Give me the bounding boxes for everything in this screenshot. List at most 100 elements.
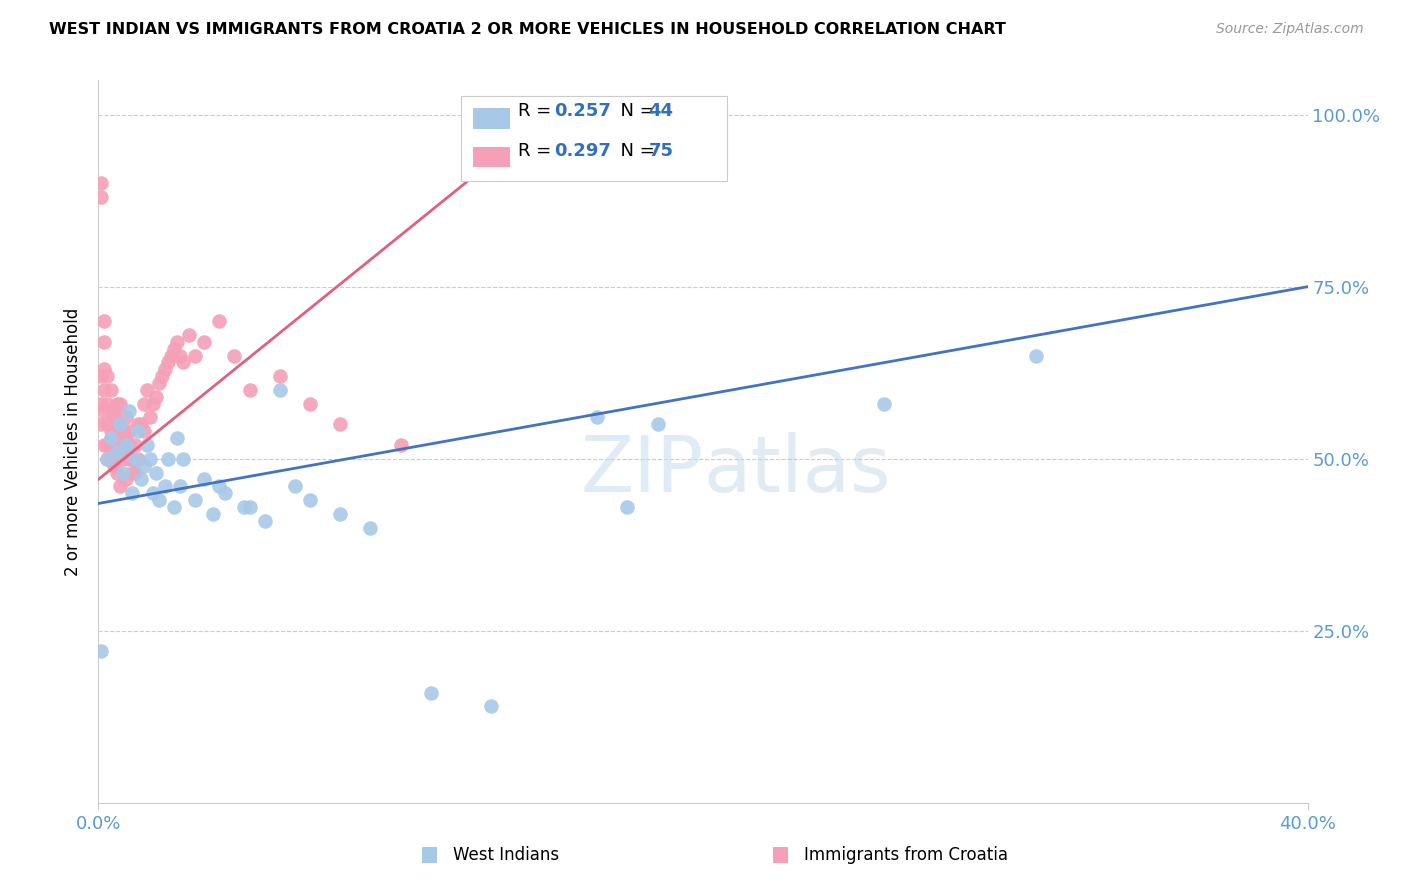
Text: 44: 44: [648, 103, 673, 120]
Point: [90, 177, 112, 191]
Point: [118, 451, 141, 466]
Text: atlas: atlas: [703, 433, 890, 508]
Point: [481, 699, 503, 714]
Point: [172, 355, 194, 369]
Point: [96, 451, 118, 466]
Point: [299, 493, 322, 508]
Y-axis label: 2 or more Vehicles in Household: 2 or more Vehicles in Household: [65, 308, 83, 575]
Point: [420, 686, 443, 700]
Point: [184, 349, 207, 363]
Point: [114, 431, 136, 445]
Point: [127, 451, 149, 466]
Point: [153, 362, 176, 376]
Point: [208, 314, 231, 328]
Point: [142, 397, 165, 411]
Point: [269, 383, 291, 397]
Text: ZIP: ZIP: [581, 433, 703, 508]
Point: [586, 410, 609, 425]
Point: [135, 383, 157, 397]
Point: [111, 466, 134, 480]
Point: [239, 383, 262, 397]
Point: [329, 417, 352, 432]
Point: [224, 349, 246, 363]
Text: N =: N =: [609, 142, 661, 161]
Point: [96, 397, 118, 411]
Point: [100, 424, 122, 438]
Point: [124, 451, 146, 466]
Point: [105, 417, 128, 432]
Point: [184, 493, 207, 508]
Point: [96, 438, 118, 452]
Point: [193, 472, 215, 486]
Point: [616, 500, 638, 514]
Point: [156, 451, 179, 466]
Point: [135, 438, 157, 452]
Point: [100, 403, 122, 417]
Point: [1024, 349, 1046, 363]
Point: [179, 327, 201, 342]
Point: [193, 334, 215, 349]
Point: [169, 479, 191, 493]
Point: [142, 486, 165, 500]
Point: [103, 438, 125, 452]
Point: [156, 355, 179, 369]
Point: [145, 390, 167, 404]
Point: [100, 383, 122, 397]
FancyBboxPatch shape: [474, 109, 509, 128]
Point: [90, 397, 112, 411]
Point: [121, 451, 143, 466]
Point: [90, 644, 112, 658]
Point: [108, 479, 131, 493]
Point: [93, 438, 115, 452]
Point: [166, 431, 188, 445]
FancyBboxPatch shape: [474, 147, 509, 167]
Point: [127, 424, 149, 438]
Point: [103, 403, 125, 417]
Point: [114, 410, 136, 425]
Text: N =: N =: [609, 103, 661, 120]
Point: [118, 438, 141, 452]
Point: [93, 383, 115, 397]
Point: [108, 424, 131, 438]
Point: [90, 369, 112, 384]
Point: [90, 417, 112, 432]
Point: [299, 397, 322, 411]
Point: [150, 369, 173, 384]
Point: [360, 520, 382, 534]
Point: [163, 342, 186, 356]
Point: [132, 458, 155, 473]
Point: [124, 466, 146, 480]
Point: [111, 438, 134, 452]
Point: [93, 334, 115, 349]
Point: [121, 486, 143, 500]
Point: [105, 397, 128, 411]
Point: [111, 424, 134, 438]
Point: [208, 479, 231, 493]
Point: [139, 451, 162, 466]
Point: [114, 438, 136, 452]
Text: 0.297: 0.297: [554, 142, 612, 161]
Point: [100, 431, 122, 445]
Point: [329, 507, 352, 521]
Point: [108, 397, 131, 411]
Point: [93, 403, 115, 417]
Point: [105, 445, 128, 459]
Text: R =: R =: [517, 103, 557, 120]
Point: [253, 514, 276, 528]
Point: [269, 369, 291, 384]
Point: [108, 417, 131, 432]
Point: [108, 445, 131, 459]
Point: [139, 410, 162, 425]
Point: [166, 334, 188, 349]
Point: [103, 410, 125, 425]
Point: [127, 417, 149, 432]
Point: [105, 438, 128, 452]
Point: [389, 438, 412, 452]
Point: [103, 458, 125, 473]
Point: [169, 349, 191, 363]
Point: [163, 500, 186, 514]
Text: 0.257: 0.257: [554, 103, 612, 120]
Point: [148, 493, 170, 508]
Point: [129, 472, 152, 486]
Point: [96, 417, 118, 432]
